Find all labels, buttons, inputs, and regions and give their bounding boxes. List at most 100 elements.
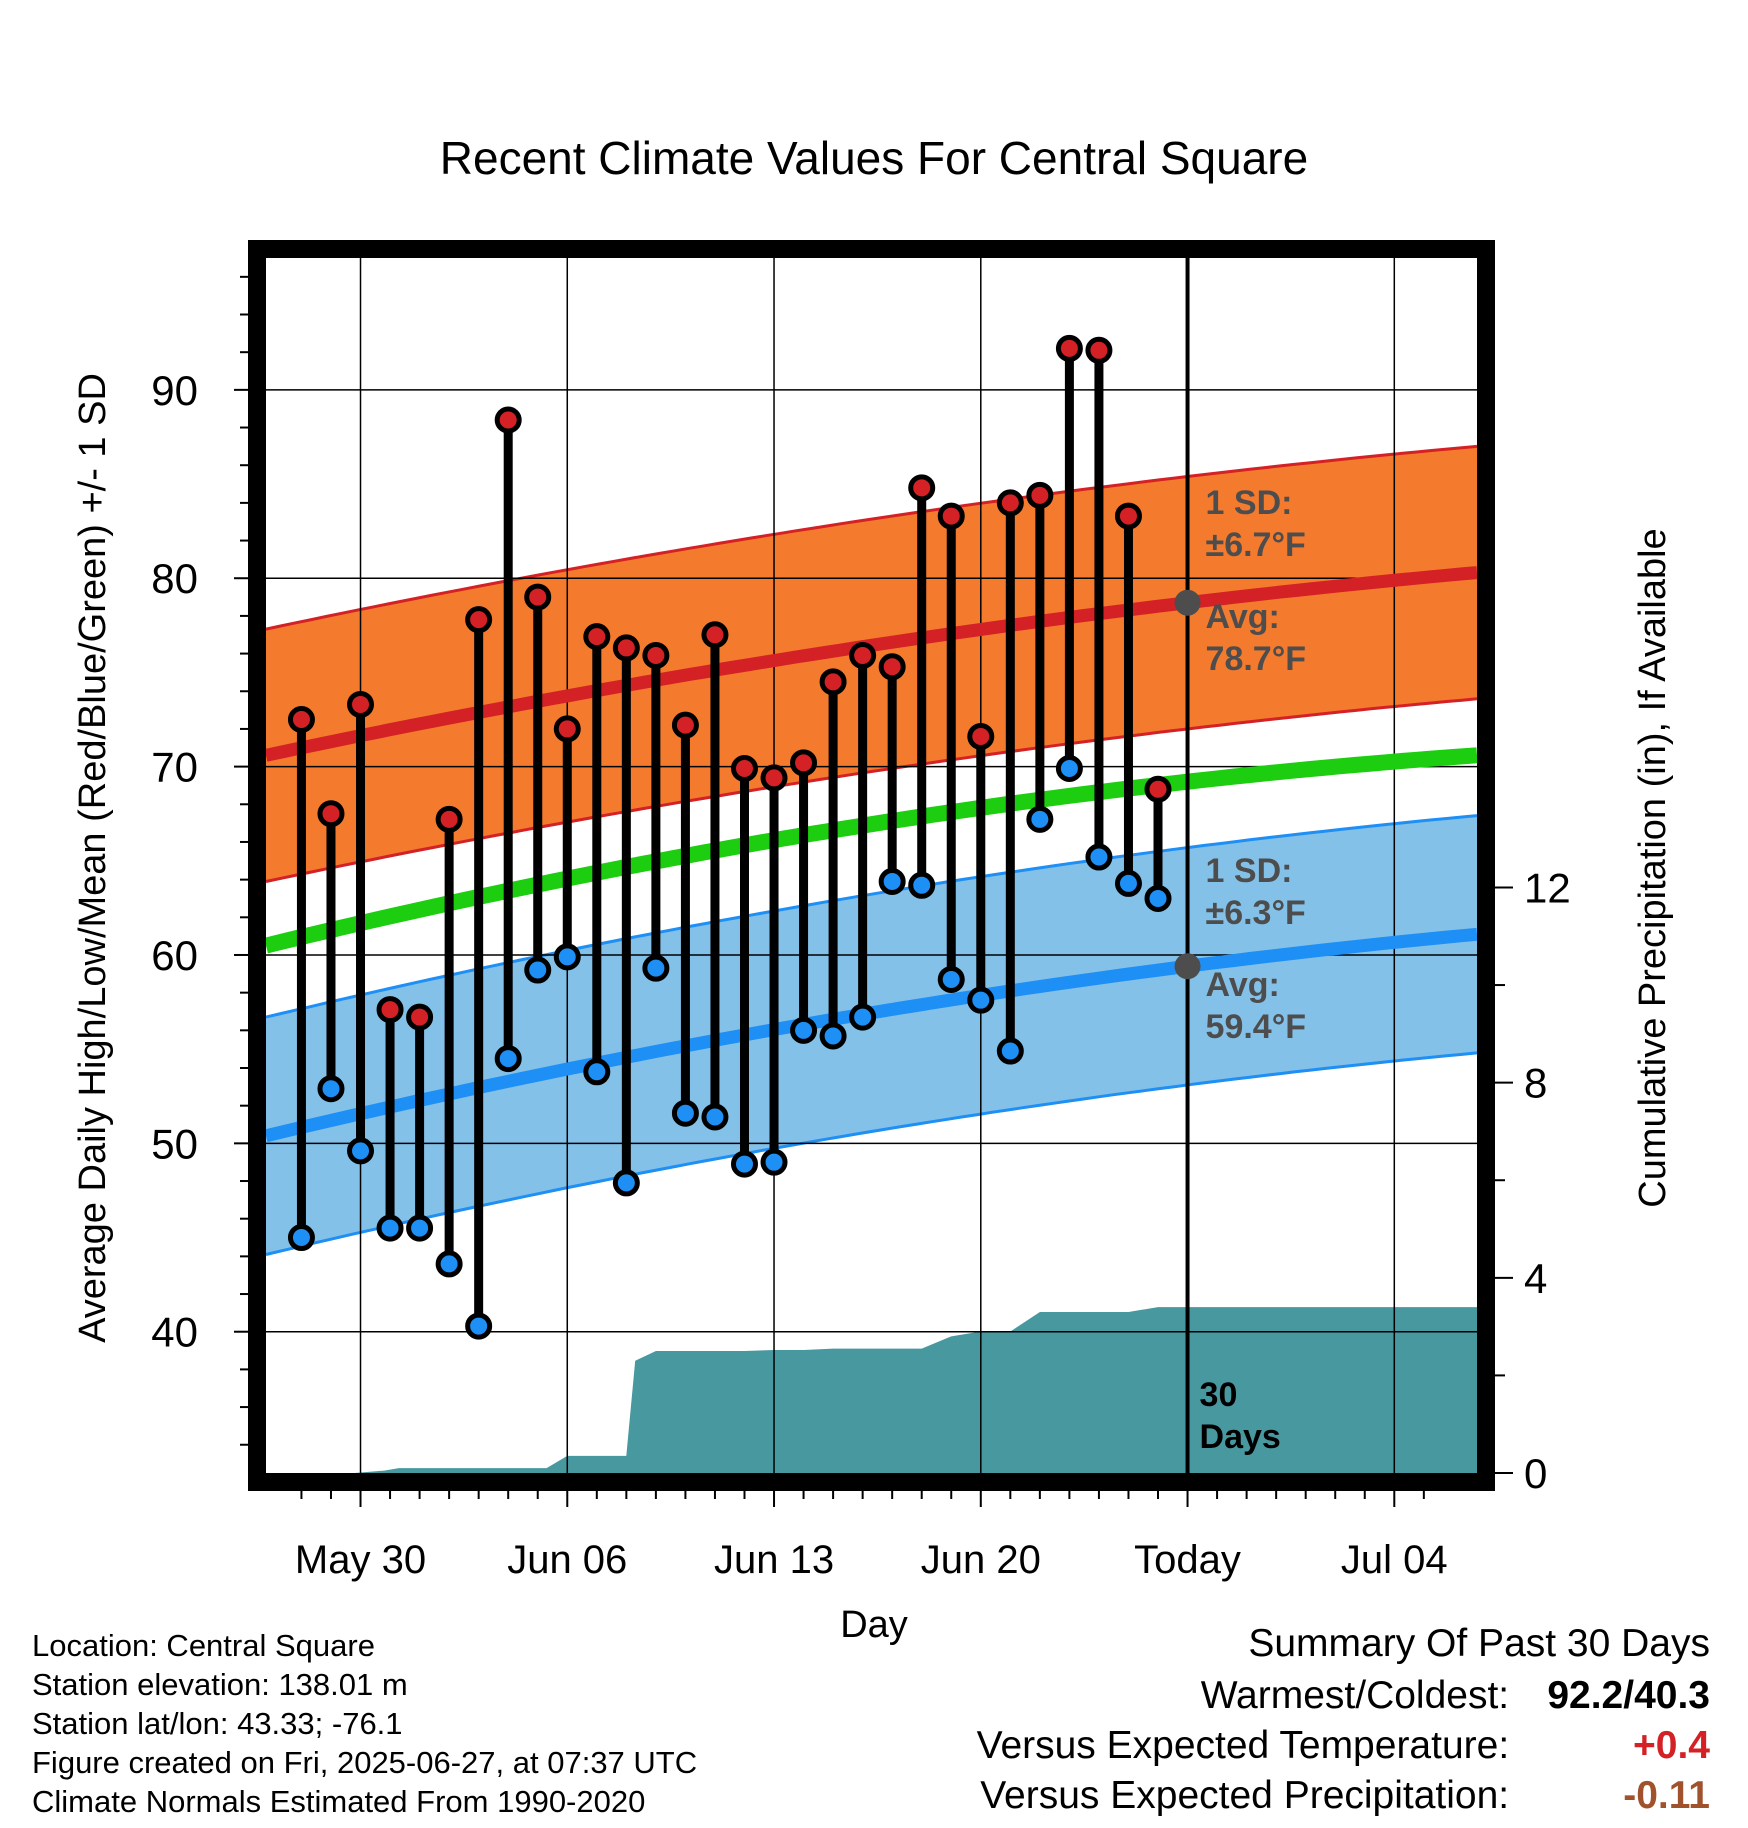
daily-low-point [1085, 843, 1113, 871]
low-avg-value: 59.4°F [1206, 1008, 1307, 1046]
today-low-avg-point [1174, 953, 1201, 980]
high-sd-label: 1 SD: [1206, 484, 1293, 522]
low-sd-lower-edge [265, 1051, 1478, 1256]
daily-high-point [465, 606, 493, 634]
x-tick-label: Jun 06 [507, 1538, 627, 1582]
daily-high-point [583, 623, 611, 651]
high-sd-upper-edge [265, 444, 1478, 631]
x-tick-label: Today [1134, 1538, 1241, 1582]
daily-high-point [376, 996, 404, 1024]
warm-cold-value: 92.2/40.3 [1547, 1674, 1710, 1717]
daily-low-point [760, 1148, 788, 1176]
low-sd-upper-edge [265, 814, 1478, 1019]
daily-low-point [967, 986, 995, 1014]
low-sd-label: 1 SD: [1206, 852, 1293, 890]
daily-high-point [524, 583, 552, 611]
daily-low-point [524, 956, 552, 984]
high-avg-label: Avg: [1206, 598, 1280, 636]
daily-high-point [996, 489, 1024, 517]
daily-high-point [317, 800, 345, 828]
y-tick-label: 60 [151, 932, 198, 979]
y2-tick-label: 4 [1524, 1255, 1547, 1302]
daily-low-point [376, 1214, 404, 1242]
daily-low-point [819, 1022, 847, 1050]
temp-anomaly-value: +0.4 [1633, 1724, 1710, 1767]
daily-low-point [996, 1037, 1024, 1065]
daily-low-point [937, 965, 965, 993]
daily-high-point [908, 474, 936, 502]
daily-high-point [1085, 336, 1113, 364]
x-tick-label: Jun 13 [714, 1538, 834, 1582]
y2-tick-label: 12 [1524, 864, 1571, 911]
axes: 40 50 60 70 80 90 0 4 8 12 May 30 Jun 06 Jun 13 Jun 2… [151, 275, 1571, 1582]
footer-latlon: Station lat/lon: 43.33; -76.1 [32, 1706, 403, 1741]
y-tick-label: 80 [151, 555, 198, 602]
daily-high-point [819, 668, 847, 696]
daily-high-point [730, 754, 758, 782]
daily-low-point [435, 1250, 463, 1278]
daily-low-point [701, 1103, 729, 1131]
daily-low-point [406, 1214, 434, 1242]
daily-high-point [1026, 481, 1054, 509]
precip-anomaly-label: Versus Expected Precipitation: [980, 1774, 1510, 1817]
plot-frame [248, 240, 1495, 1491]
summary-temp: Versus Expected Temperature: +0.4 [977, 1724, 1710, 1768]
daily-high-point [937, 502, 965, 530]
daily-low-point [465, 1312, 493, 1340]
summary-precip: Versus Expected Precipitation: -0.11 [980, 1774, 1710, 1818]
precipitation-area [266, 1307, 1477, 1473]
high-avg-value: 78.7°F [1206, 640, 1307, 678]
today-days-line: Days [1200, 1418, 1281, 1456]
daily-low-point [553, 943, 581, 971]
daily-high-point [671, 711, 699, 739]
daily-low-point [790, 1016, 818, 1044]
daily-low-point [908, 871, 936, 899]
daily-high-point [435, 805, 463, 833]
daily-high-point [1055, 334, 1083, 362]
normal-mean-line [264, 747, 1478, 954]
footer-location: Location: Central Square [32, 1628, 375, 1663]
precip-anomaly-value: -0.11 [1623, 1774, 1710, 1817]
low-sd-value: ±6.3°F [1206, 894, 1306, 932]
daily-high-point [967, 722, 995, 750]
temp-anomaly-label: Versus Expected Temperature: [976, 1724, 1510, 1767]
y-tick-label: 40 [151, 1309, 198, 1356]
daily-low-point [1144, 884, 1172, 912]
footer-created: Figure created on Fri, 2025-06-27, at 07… [32, 1745, 698, 1780]
daily-low-point [347, 1137, 375, 1165]
footer-normals: Climate Normals Estimated From 1990-2020 [32, 1784, 646, 1819]
daily-high-point [878, 653, 906, 681]
daily-low-point [583, 1058, 611, 1086]
y2-axis-label: Cumulative Precipitation (in), If Availa… [1632, 528, 1674, 1207]
daily-high-point [406, 1003, 434, 1031]
daily-high-point [849, 641, 877, 669]
daily-high-point [760, 764, 788, 792]
today-days-label: 30 Days [1200, 1376, 1281, 1456]
x-tick-label: Jun 20 [921, 1538, 1041, 1582]
y-tick-label: 70 [151, 744, 198, 791]
daily-observations [287, 334, 1172, 1340]
daily-low-point [1055, 754, 1083, 782]
daily-high-point [347, 690, 375, 718]
daily-low-point [494, 1045, 522, 1073]
daily-high-point [1144, 775, 1172, 803]
daily-low-point [317, 1075, 345, 1103]
y-axis-label: Average Daily High/Low/Mean (Red/Blue/Gr… [72, 373, 114, 1343]
y2-tick-label: 0 [1524, 1450, 1547, 1497]
today-marker: 30 Days [1185, 258, 1281, 1473]
daily-low-point [849, 1003, 877, 1031]
footer-elevation: Station elevation: 138.01 m [32, 1667, 408, 1702]
high-sd-lower-edge [265, 697, 1478, 883]
low-avg-label: Avg: [1206, 966, 1280, 1004]
daily-low-point [287, 1224, 315, 1252]
x-tick-label: Jul 04 [1341, 1538, 1448, 1582]
high-sd-value: ±6.7°F [1206, 526, 1306, 564]
daily-high-point [612, 634, 640, 662]
daily-high-point [553, 715, 581, 743]
daily-high-point [287, 706, 315, 734]
y-tick-label: 50 [151, 1120, 198, 1167]
chart-title: Recent Climate Values For Central Square [440, 132, 1308, 184]
daily-high-point [642, 641, 670, 669]
normal-labels: 1 SD: ±6.7°F Avg: 78.7°F 1 SD: ±6.3°F Avg: 59.4… [1174, 484, 1307, 1046]
daily-low-point [878, 868, 906, 896]
